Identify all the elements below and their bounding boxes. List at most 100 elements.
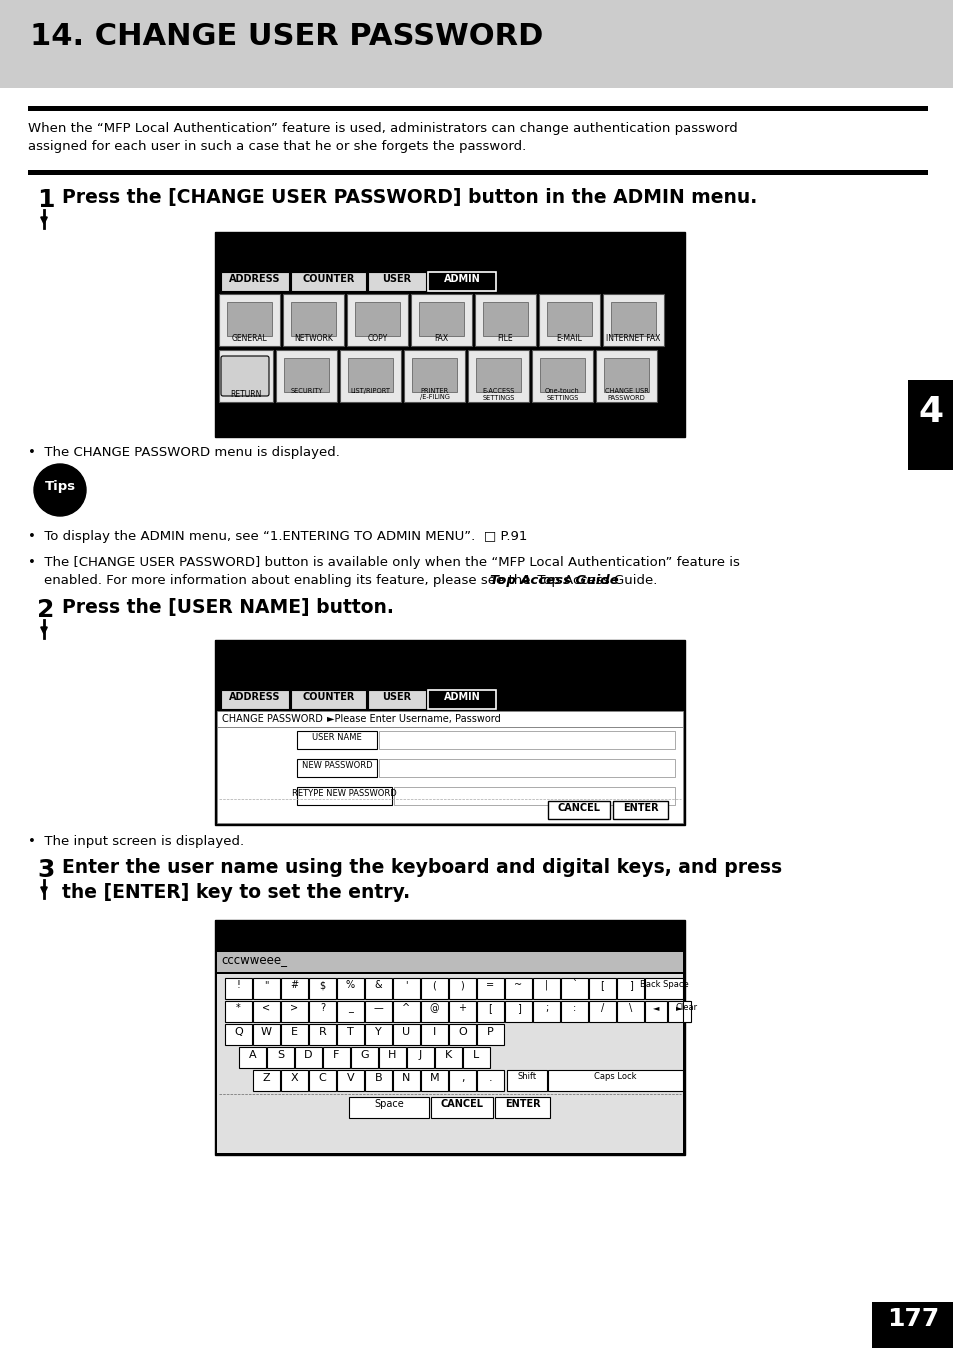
Bar (393, 979, 419, 999)
Text: A: A (249, 1050, 256, 1060)
Text: USER: USER (382, 692, 411, 702)
Bar (281, 1070, 308, 1091)
Bar (504, 1002, 532, 1022)
Bar (239, 1047, 266, 1068)
Text: C: C (318, 1073, 326, 1082)
Bar (403, 350, 464, 402)
Text: ADDRESS: ADDRESS (229, 274, 280, 284)
Bar (644, 979, 682, 999)
Text: P: P (487, 1027, 494, 1037)
Text: =: = (486, 980, 494, 989)
Bar (431, 1097, 493, 1117)
Bar (216, 710, 682, 824)
Bar (309, 979, 335, 999)
Bar (281, 979, 308, 999)
Bar (462, 1047, 490, 1068)
Text: U: U (402, 1027, 410, 1037)
Bar (533, 979, 559, 999)
Text: RETYPE NEW PASSWORD: RETYPE NEW PASSWORD (292, 789, 396, 798)
Text: ": " (264, 980, 269, 989)
Bar (216, 952, 682, 972)
Bar (667, 1002, 689, 1022)
Text: V: V (346, 1073, 354, 1082)
Bar (281, 1002, 308, 1022)
Bar (610, 302, 656, 336)
Bar (225, 979, 252, 999)
Bar (475, 294, 536, 346)
Text: ~: ~ (514, 980, 522, 989)
Text: 4: 4 (918, 395, 943, 429)
Bar (449, 1002, 476, 1022)
Text: •  The input screen is displayed.: • The input screen is displayed. (28, 834, 244, 848)
Bar (216, 975, 682, 1153)
Bar (267, 1047, 294, 1068)
Text: —: — (374, 1003, 383, 1012)
Text: S: S (276, 1050, 284, 1060)
Text: [: [ (600, 980, 604, 989)
Text: $: $ (319, 980, 325, 989)
Bar (221, 272, 289, 291)
Bar (283, 294, 344, 346)
Bar (596, 350, 657, 402)
Bar (219, 350, 273, 402)
Bar (296, 787, 392, 805)
Circle shape (34, 464, 86, 516)
Text: Shift: Shift (517, 1072, 536, 1081)
Bar (428, 272, 496, 291)
Text: \: \ (628, 1003, 632, 1012)
Text: J: J (418, 1050, 421, 1060)
Text: >: > (290, 1003, 298, 1012)
Bar (214, 919, 684, 952)
Text: 177: 177 (886, 1308, 938, 1330)
Bar (393, 1070, 419, 1091)
Bar (221, 690, 289, 709)
Bar (296, 731, 376, 749)
Bar (428, 690, 496, 709)
Text: LIST/RIPORT: LIST/RIPORT (350, 388, 390, 394)
Text: ADMIN: ADMIN (443, 274, 480, 284)
Text: enabled. For more information about enabling its feature, please see the  Top Ac: enabled. For more information about enab… (44, 574, 657, 586)
Bar (365, 979, 392, 999)
Text: L: L (473, 1050, 479, 1060)
Bar (393, 1002, 419, 1022)
Bar (291, 302, 335, 336)
Text: B: B (375, 1073, 382, 1082)
Bar (347, 294, 408, 346)
Bar (336, 979, 364, 999)
Bar (28, 170, 927, 175)
Text: E-ACCESS
SETTINGS: E-ACCESS SETTINGS (482, 388, 515, 400)
Bar (449, 1024, 476, 1045)
Text: SECURITY: SECURITY (290, 388, 322, 394)
Text: COUNTER: COUNTER (302, 274, 355, 284)
Text: #: # (290, 980, 298, 989)
Bar (682, 1002, 690, 1022)
Text: USER: USER (382, 274, 411, 284)
Text: CANCEL: CANCEL (557, 803, 599, 813)
Text: E-MAIL: E-MAIL (556, 334, 582, 342)
FancyBboxPatch shape (221, 356, 269, 396)
Text: <: < (262, 1003, 271, 1012)
Bar (336, 1002, 364, 1022)
Text: !: ! (236, 980, 240, 989)
Text: NETWORK: NETWORK (294, 334, 333, 342)
Bar (355, 302, 399, 336)
Text: N: N (402, 1073, 410, 1082)
Text: USER NAME: USER NAME (312, 733, 361, 741)
Bar (281, 1024, 308, 1045)
Bar (588, 979, 616, 999)
Text: 1: 1 (37, 187, 54, 212)
Text: FAX: FAX (434, 334, 448, 342)
Text: E: E (291, 1027, 297, 1037)
Bar (339, 350, 400, 402)
Bar (476, 979, 503, 999)
Bar (547, 1070, 682, 1091)
Bar (28, 106, 927, 111)
Bar (291, 690, 366, 709)
Bar (546, 302, 592, 336)
Bar (219, 294, 280, 346)
Text: ;: ; (544, 1003, 548, 1012)
Bar (214, 640, 684, 687)
Text: PRINTER
/E-FILING: PRINTER /E-FILING (419, 388, 449, 400)
Bar (539, 359, 584, 392)
Text: CHANGE USR
PASSWORD: CHANGE USR PASSWORD (604, 388, 648, 400)
